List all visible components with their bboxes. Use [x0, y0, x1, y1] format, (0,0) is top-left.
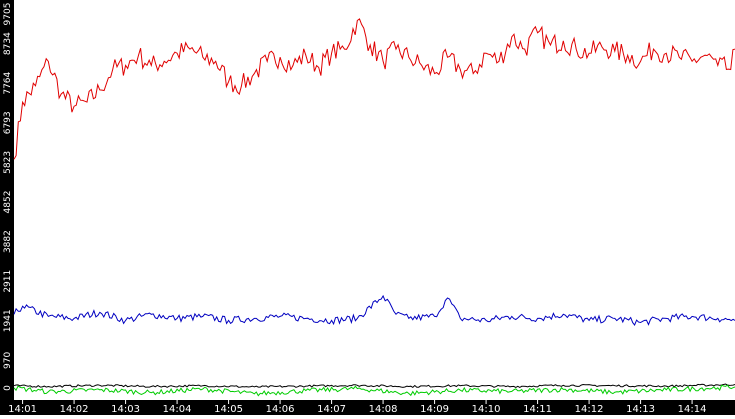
- series-line-blue: [13, 294, 735, 326]
- y-tick-label: 2911: [3, 270, 13, 293]
- series-line-green: [13, 384, 735, 397]
- x-tick-label: 14:05: [214, 404, 243, 415]
- series-line-black: [13, 383, 735, 389]
- y-tick-label: 1941: [3, 309, 13, 332]
- x-tick-label: 14:11: [523, 404, 552, 415]
- y-tick-label: 6793: [3, 111, 13, 134]
- x-tick-label: 14:04: [163, 404, 192, 415]
- x-tick-label: 14:12: [575, 404, 604, 415]
- x-tick-label: 14:02: [60, 404, 89, 415]
- x-tick-label: 14:07: [317, 404, 346, 415]
- x-tick-label: 14:10: [472, 404, 501, 415]
- y-tick-label: 8734: [3, 32, 13, 55]
- x-tick-label: 14:09: [420, 404, 449, 415]
- y-tick-label: 5823: [3, 151, 13, 174]
- x-tick-label: 14:14: [678, 404, 707, 415]
- y-tick-label: 0: [3, 385, 13, 391]
- y-tick-label: 7764: [3, 71, 13, 94]
- y-tick-label: 9705: [3, 3, 13, 26]
- x-tick-label: 14:01: [8, 404, 37, 415]
- series-line-red: [13, 18, 735, 160]
- x-tick-label: 14:13: [626, 404, 655, 415]
- y-tick-label: 4852: [3, 191, 13, 214]
- y-tick-label: 3882: [3, 230, 13, 253]
- x-tick-label: 14:03: [111, 404, 140, 415]
- x-tick-label: 14:08: [369, 404, 398, 415]
- y-axis-band: [0, 0, 14, 415]
- x-tick-label: 14:06: [266, 404, 295, 415]
- x-axis-band: [0, 400, 735, 415]
- y-tick-label: 970: [3, 352, 13, 369]
